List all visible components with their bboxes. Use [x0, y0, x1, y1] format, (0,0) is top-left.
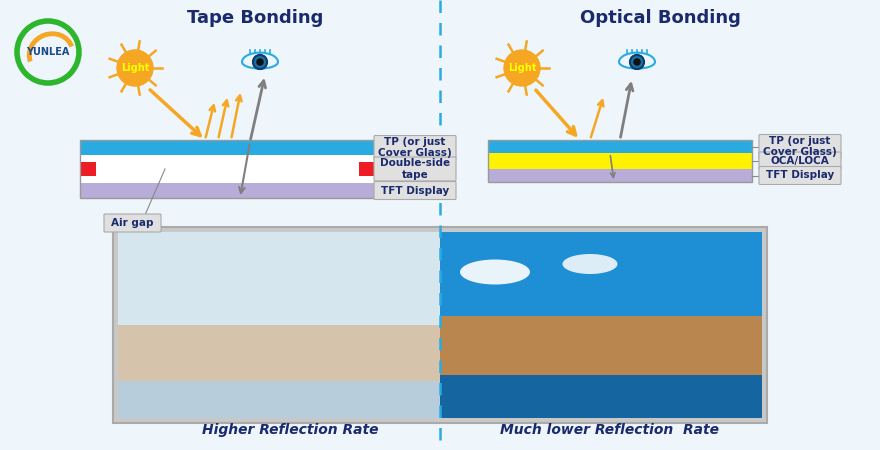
Text: TFT Display: TFT Display	[381, 185, 449, 195]
Text: Optical Bonding: Optical Bonding	[580, 9, 740, 27]
Circle shape	[630, 55, 644, 69]
Bar	[80, 140, 375, 155]
FancyBboxPatch shape	[104, 214, 161, 232]
Bar	[488, 140, 752, 182]
Text: Tape Bonding: Tape Bonding	[187, 9, 323, 27]
Text: YUNLEA: YUNLEA	[26, 47, 70, 57]
Bar	[113, 227, 767, 423]
Bar	[118, 232, 440, 325]
Text: Light: Light	[121, 63, 150, 73]
Bar	[440, 316, 762, 375]
Text: OCA/LOCA: OCA/LOCA	[771, 156, 829, 166]
Bar	[118, 325, 440, 381]
Bar	[359, 162, 375, 176]
FancyBboxPatch shape	[374, 135, 456, 159]
Text: Double-side
tape: Double-side tape	[380, 158, 450, 180]
Bar	[488, 140, 752, 153]
Text: Higher Reflection Rate: Higher Reflection Rate	[202, 423, 378, 437]
FancyBboxPatch shape	[759, 135, 841, 158]
Bar	[80, 155, 375, 183]
Circle shape	[117, 50, 153, 86]
FancyBboxPatch shape	[759, 166, 841, 184]
FancyBboxPatch shape	[374, 181, 456, 199]
Ellipse shape	[562, 254, 618, 274]
Bar	[488, 153, 752, 169]
Ellipse shape	[460, 260, 530, 284]
Bar	[440, 232, 762, 316]
Circle shape	[257, 59, 263, 65]
FancyBboxPatch shape	[759, 152, 841, 170]
Text: Much lower Reflection  Rate: Much lower Reflection Rate	[501, 423, 720, 437]
Bar	[118, 232, 440, 418]
Bar	[488, 169, 752, 182]
Circle shape	[253, 55, 267, 69]
Bar	[80, 162, 96, 176]
Bar	[80, 183, 375, 198]
Bar	[440, 375, 762, 418]
Text: Air gap: Air gap	[111, 218, 153, 228]
Bar	[80, 140, 375, 198]
Bar	[118, 381, 440, 418]
Text: TP (or just
Cover Glass): TP (or just Cover Glass)	[378, 137, 451, 158]
Text: Light: Light	[508, 63, 536, 73]
Circle shape	[504, 50, 540, 86]
FancyBboxPatch shape	[374, 157, 456, 181]
Text: TFT Display: TFT Display	[766, 171, 834, 180]
Circle shape	[634, 59, 640, 65]
Text: TP (or just
Cover Glass): TP (or just Cover Glass)	[763, 136, 837, 158]
